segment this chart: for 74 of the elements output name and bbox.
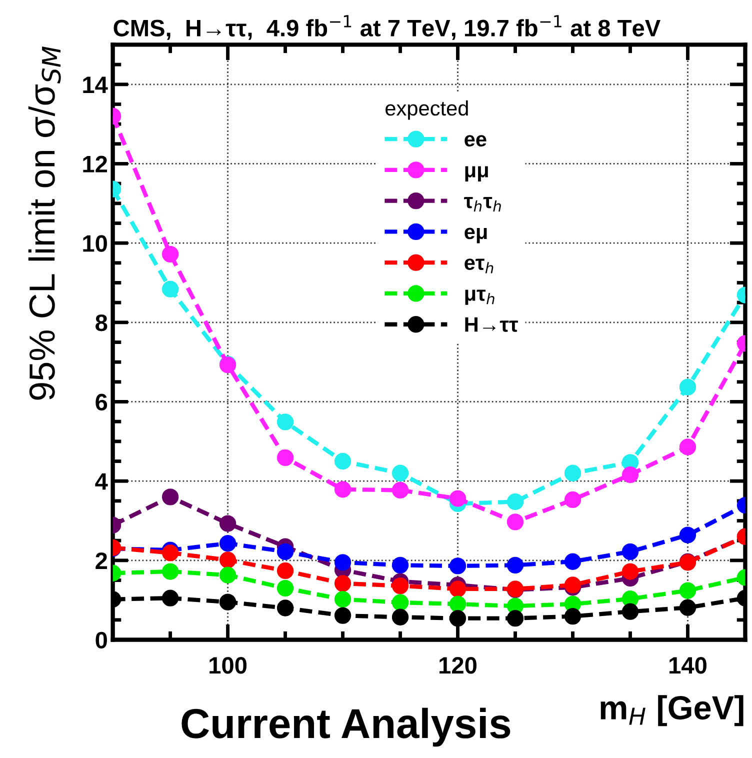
x-tick-label: 100 [210,657,247,674]
point [506,556,524,574]
y-tick-label: 2 [96,552,107,569]
legend-label: μμ [465,166,488,182]
text: Current Analysis [182,708,510,747]
point [334,590,352,608]
y-axis-title: 95% CL limit on σ/σ$_{SM}$ [28,46,61,400]
point [449,490,466,507]
legend-label: H→ττ [465,317,518,332]
y-tick-label: 0 [96,632,107,649]
point [276,414,294,430]
point [334,554,352,571]
point [162,544,179,562]
point [622,563,639,580]
point [276,562,294,580]
point [334,607,352,624]
point [276,580,294,597]
point [219,594,236,610]
x-axis-title: m$_{H}$ [GeV] [600,695,744,726]
point [276,600,294,616]
point [162,280,179,298]
point [679,526,696,544]
legend-label: ee [464,135,486,147]
point [392,577,409,594]
y-tick-label: 4 [95,473,108,490]
point [162,246,179,263]
point [679,582,696,599]
point [506,514,524,530]
point [334,575,352,592]
point [622,466,639,484]
point [564,464,582,482]
point [392,556,409,574]
point [276,543,294,560]
point [162,590,179,606]
point [219,552,236,568]
point [276,449,294,466]
point [506,493,524,510]
y-tick-label: 8 [96,314,108,332]
y-tick-label: 6 [96,394,108,411]
legend-label: τ$_{h}$τ$_{h}$ [464,197,501,212]
point [679,599,696,616]
legend-title: expected [386,100,468,120]
point [564,491,582,508]
y-tick-label: 12 [83,156,107,172]
point [392,608,409,626]
point [506,610,524,627]
legend-label: μτ$_{h}$ [465,290,494,305]
point [392,594,409,611]
y-tick-label: 14 [83,76,108,93]
point [622,603,639,620]
point [219,535,236,552]
legend-label: eμ [464,228,487,244]
x-tick-label: 140 [670,657,706,674]
point [622,543,639,560]
point [449,610,466,627]
point [679,438,696,456]
chart-title: CMS, H→ττ, 4.9 fb$^{−1}$ at 7 TeV, 19.7 fb$^{−1}$ at 8 TeV [114,15,660,40]
point [219,566,236,584]
point [334,452,352,470]
point [449,580,466,598]
point [334,481,352,498]
point [564,608,582,625]
legend-label: eτ$_{h}$ [464,258,494,274]
point [449,596,466,612]
point [679,378,696,396]
point [162,488,179,506]
point [392,464,409,482]
x-tick-label: 120 [440,657,476,674]
point [564,553,582,570]
point [219,515,236,532]
point [392,482,409,499]
point [162,563,179,580]
point [449,558,466,574]
y-tick-label: 10 [83,235,107,252]
